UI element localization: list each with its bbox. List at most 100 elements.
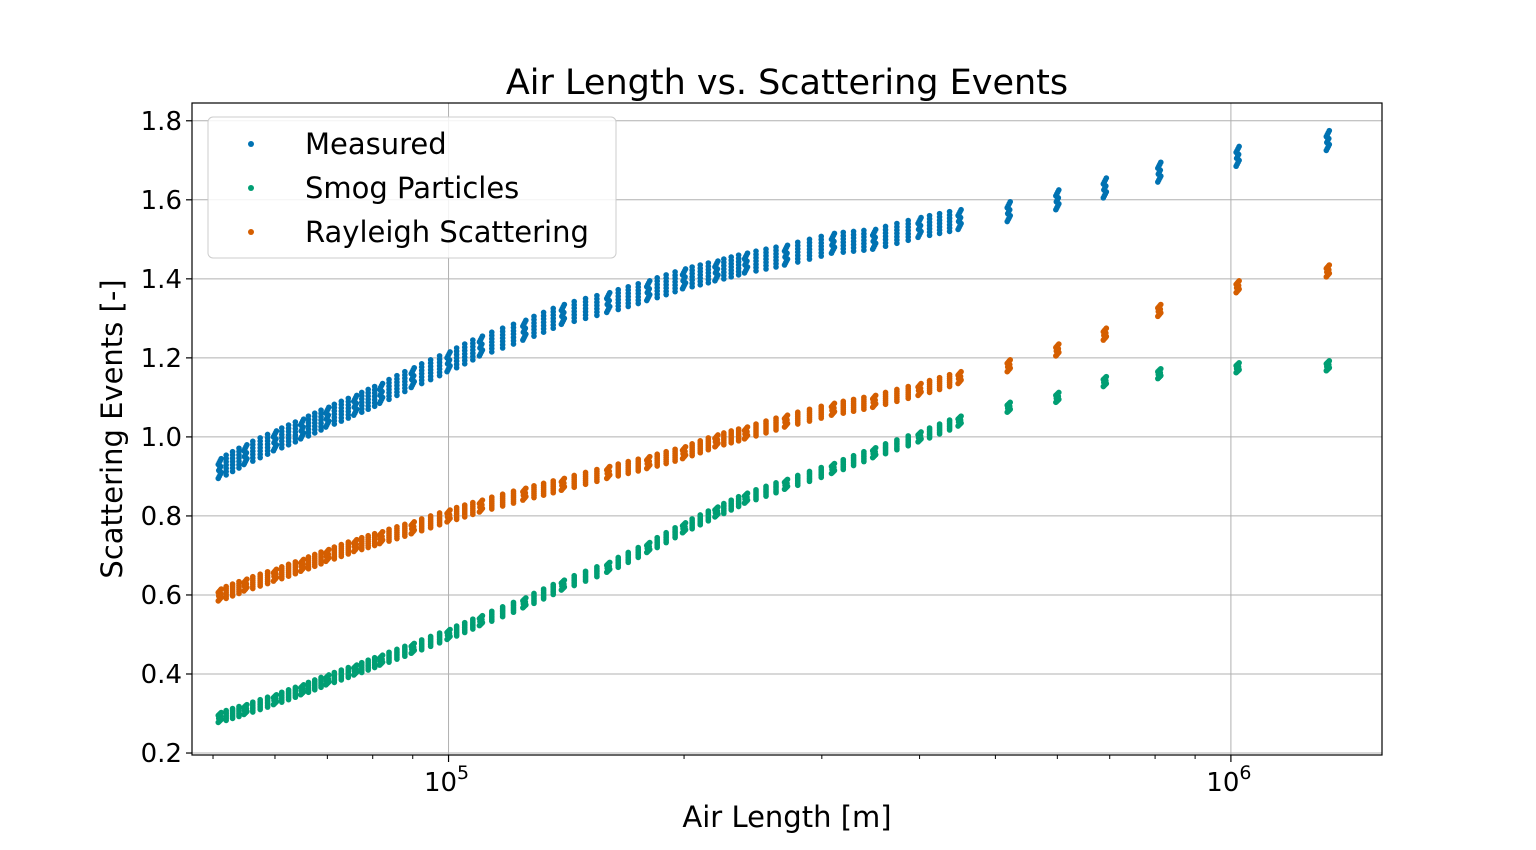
data-point bbox=[625, 458, 632, 465]
legend-marker bbox=[248, 229, 254, 235]
data-point bbox=[894, 220, 900, 227]
data-point bbox=[861, 394, 867, 401]
data-point bbox=[278, 425, 285, 431]
data-point bbox=[615, 286, 622, 293]
data-point bbox=[411, 640, 418, 647]
data-point bbox=[540, 309, 547, 316]
axis-ticks: 0.2 0.4 0.6 0.8 1.0 1.2 1.4 1.6 1.8 105 106 bbox=[141, 107, 1252, 798]
data-point bbox=[223, 707, 229, 714]
data-point bbox=[229, 705, 236, 712]
data-point bbox=[682, 266, 689, 272]
data-point bbox=[615, 554, 622, 561]
data-point bbox=[582, 568, 589, 575]
data-point bbox=[561, 475, 568, 482]
data-point bbox=[386, 376, 392, 383]
data-point bbox=[244, 442, 250, 448]
data-point bbox=[715, 258, 721, 264]
data-point bbox=[663, 272, 669, 278]
data-point bbox=[872, 392, 879, 399]
data-point bbox=[305, 413, 312, 419]
data-point bbox=[763, 246, 769, 253]
data-point bbox=[479, 612, 486, 619]
data-point bbox=[257, 571, 263, 578]
data-point bbox=[273, 566, 280, 573]
data-point bbox=[831, 400, 838, 407]
data-point bbox=[872, 226, 879, 233]
data-point bbox=[663, 448, 669, 455]
legend-label: Rayleigh Scattering bbox=[305, 215, 589, 249]
data-point bbox=[806, 236, 813, 243]
data-point bbox=[794, 409, 801, 416]
data-point bbox=[264, 431, 271, 438]
data-point bbox=[479, 333, 486, 339]
data-point bbox=[318, 407, 324, 414]
plot-frame bbox=[191, 102, 1383, 756]
data-point bbox=[936, 374, 943, 381]
data-points bbox=[215, 127, 1333, 726]
data-point bbox=[654, 534, 661, 541]
data-point bbox=[1236, 143, 1242, 150]
data-point bbox=[1103, 175, 1110, 181]
data-point bbox=[292, 684, 299, 691]
data-point bbox=[784, 476, 791, 483]
data-point bbox=[582, 469, 589, 476]
grid-lines bbox=[192, 103, 1382, 755]
data-point bbox=[697, 512, 704, 518]
data-point bbox=[905, 383, 912, 390]
data-point bbox=[625, 549, 632, 556]
data-point bbox=[840, 229, 847, 236]
data-point bbox=[365, 657, 372, 663]
y-tick-label: 0.8 bbox=[141, 502, 182, 532]
data-point bbox=[705, 435, 712, 441]
data-point bbox=[318, 674, 324, 681]
data-point bbox=[218, 709, 225, 716]
data-point bbox=[244, 576, 250, 582]
data-point bbox=[223, 452, 229, 458]
data-point bbox=[905, 217, 912, 224]
data-point bbox=[672, 524, 678, 531]
data-point bbox=[540, 480, 547, 487]
data-point bbox=[229, 448, 236, 455]
y-axis-label: Scattering Events [-] bbox=[95, 279, 129, 578]
data-point bbox=[379, 652, 386, 659]
data-point bbox=[1007, 399, 1014, 406]
data-point bbox=[479, 497, 486, 503]
data-point bbox=[1103, 325, 1110, 332]
data-point bbox=[735, 493, 742, 500]
data-point bbox=[550, 478, 557, 484]
data-point bbox=[499, 604, 506, 610]
data-point bbox=[318, 549, 324, 555]
data-point bbox=[218, 455, 225, 462]
data-point bbox=[300, 416, 307, 422]
data-point bbox=[594, 564, 600, 570]
data-point bbox=[386, 649, 392, 656]
series-0 bbox=[215, 127, 1333, 482]
data-point bbox=[594, 292, 600, 299]
data-point bbox=[1326, 358, 1333, 364]
data-point bbox=[728, 497, 735, 503]
data-point bbox=[447, 349, 453, 355]
data-point bbox=[311, 551, 318, 558]
data-point bbox=[249, 699, 256, 705]
data-point bbox=[1236, 278, 1242, 284]
data-point bbox=[773, 415, 779, 421]
data-point bbox=[1007, 357, 1014, 363]
data-point bbox=[488, 608, 495, 615]
data-point bbox=[394, 646, 400, 653]
data-point bbox=[488, 329, 495, 335]
data-point bbox=[689, 441, 695, 447]
data-point bbox=[236, 445, 242, 452]
data-point bbox=[453, 345, 460, 351]
y-tick-label: 1.0 bbox=[141, 423, 182, 453]
data-point bbox=[499, 325, 506, 332]
data-point bbox=[705, 260, 712, 266]
data-point bbox=[850, 396, 857, 403]
data-point bbox=[635, 280, 642, 287]
data-point bbox=[338, 398, 345, 405]
data-point bbox=[427, 357, 434, 363]
x-tick-label: 106 bbox=[1206, 762, 1251, 798]
data-point bbox=[402, 521, 408, 528]
data-point bbox=[345, 395, 352, 402]
data-point bbox=[936, 421, 943, 427]
